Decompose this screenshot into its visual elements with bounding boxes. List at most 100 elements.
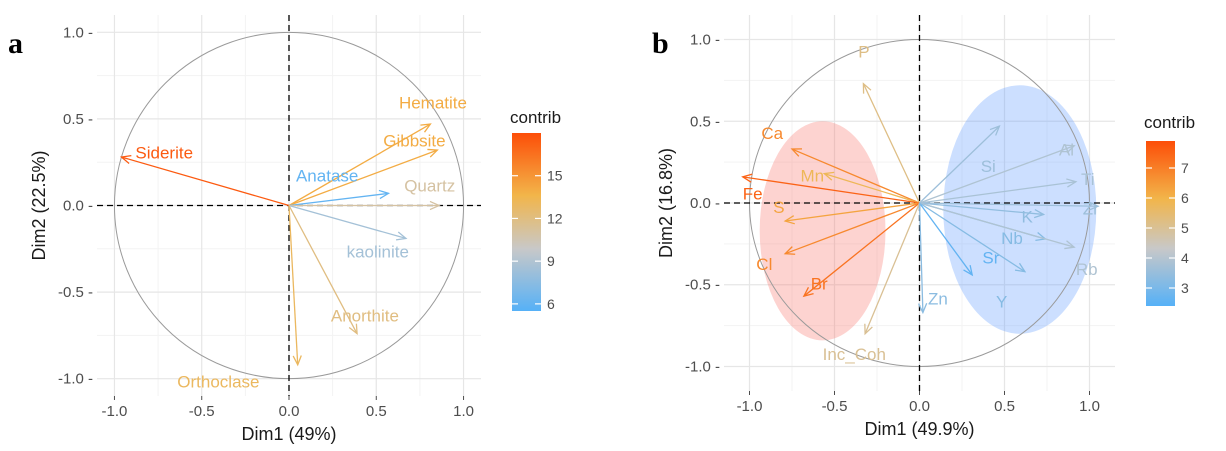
x-tick-label: -0.5 — [822, 398, 848, 415]
arrow-head — [1064, 240, 1076, 250]
arrow-head — [1088, 201, 1100, 211]
y-tick-label: -1.0 - — [685, 358, 720, 375]
y-tick-label: -1.0 - — [58, 371, 93, 388]
variable-arrow — [288, 205, 299, 365]
variable-label: Ca — [761, 124, 783, 143]
variable-arrow — [803, 202, 920, 297]
y-tick-label: 0.5 - — [690, 113, 720, 130]
arrow-head — [1066, 178, 1078, 188]
variable-arrow — [918, 202, 924, 313]
arrow-head — [1064, 144, 1076, 154]
variable-arrow — [742, 176, 920, 204]
y-tick-label: 1.0 - — [690, 32, 720, 49]
legend-colorbar — [512, 133, 541, 311]
variable-label: P — [858, 43, 869, 62]
group-ellipse — [759, 121, 886, 341]
legend-title: contrib — [1144, 113, 1195, 132]
arrow-head — [917, 303, 928, 315]
legend-tick-label: 6 — [1181, 190, 1189, 206]
legend-tick-label: 4 — [1181, 250, 1189, 266]
variable-arrow — [288, 192, 389, 207]
variable-label: Quartz — [404, 177, 455, 196]
variable-arrow — [121, 156, 290, 207]
variable-arrow — [919, 202, 1026, 273]
variable-label: Rb — [1076, 260, 1098, 279]
variable-arrow — [919, 202, 1044, 216]
arrow-head — [802, 286, 814, 298]
legend-tick-label: 9 — [547, 253, 555, 269]
legend-tick-label: 3 — [1181, 280, 1189, 296]
variable-label: Mn — [801, 167, 825, 186]
panel-a-chart: a Hematite Gibbsite Siderite Anatase Quartz k… — [8, 15, 563, 444]
x-axis-title: Dim1 (49.9%) — [864, 419, 974, 439]
variable-arrow — [919, 181, 1076, 204]
panel-b-label: b — [652, 27, 669, 60]
variable-arrow — [791, 148, 920, 204]
legend-colorbar — [1146, 141, 1175, 306]
y-tick-label: 0.0 - — [63, 198, 93, 215]
variable-label: Y — [996, 293, 1007, 312]
variable-label: Anatase — [296, 166, 358, 185]
x-tick-label: -1.0 — [737, 398, 763, 415]
y-axis-title: Dim2 (16.8%) — [656, 148, 676, 258]
x-axis-title: Dim1 (49%) — [241, 424, 336, 444]
variable-label: Nb — [1001, 229, 1023, 248]
arrow-head — [1033, 208, 1046, 219]
variable-arrow — [288, 205, 358, 334]
panel-b-chart: b P Ca Mn Fe S Cl Br Inc_Coh Si Al Ti K Zr Nb Rb Sr Y Zn -… — [652, 15, 1195, 439]
x-tick-label: 1.0 — [1079, 398, 1100, 415]
variable-label: Fe — [743, 185, 763, 204]
variable-label: Hematite — [399, 94, 467, 113]
arrow-head — [292, 355, 302, 367]
arrow-head — [348, 323, 358, 336]
legend-tick-label: 12 — [547, 210, 563, 226]
arrow-head — [963, 265, 974, 277]
arrow-head — [862, 82, 872, 94]
variable-arrow — [288, 123, 431, 207]
legend-title: contrib — [510, 108, 561, 127]
x-tick-label: -1.0 — [102, 403, 128, 420]
arrow-head — [790, 148, 803, 157]
y-tick-label: 0.0 - — [690, 195, 720, 212]
legend-tick-label: 15 — [547, 168, 563, 184]
variable-arrow — [919, 145, 1075, 204]
arrow-head — [1014, 262, 1027, 273]
arrow-head — [783, 246, 796, 255]
y-tick-label: -0.5 - — [58, 284, 93, 301]
x-tick-label: 0.0 — [279, 403, 300, 420]
arrow-head — [378, 189, 391, 200]
arrow-head — [427, 148, 439, 158]
arrow-head — [119, 154, 132, 164]
x-tick-label: 1.0 — [453, 403, 474, 420]
variable-arrow — [864, 202, 921, 335]
variable-label: kaolinite — [347, 242, 409, 261]
x-tick-label: 0.0 — [909, 398, 930, 415]
arrow-head — [822, 171, 835, 181]
y-tick-label: -0.5 - — [685, 277, 720, 294]
variable-label: Orthoclase — [177, 372, 259, 391]
variable-arrow — [288, 149, 438, 207]
variable-arrow — [919, 125, 1000, 204]
variable-label: Si — [981, 157, 996, 176]
variable-arrow — [862, 83, 921, 204]
legend-tick-label: 6 — [547, 296, 555, 312]
legend-tick-label: 5 — [1181, 220, 1189, 236]
y-axis-title: Dim2 (22.5%) — [29, 150, 49, 260]
variable-arrow — [919, 202, 1099, 207]
x-tick-label: -0.5 — [189, 403, 215, 420]
arrow-head — [395, 231, 408, 241]
arrow-head — [783, 215, 795, 225]
variable-arrow — [288, 204, 407, 240]
arrow-head — [429, 200, 441, 211]
variable-label: Zr — [1083, 199, 1099, 218]
variable-arrow — [919, 202, 1075, 248]
x-tick-label: 0.5 — [366, 403, 387, 420]
variable-arrow — [785, 202, 920, 222]
x-tick-label: 0.5 — [994, 398, 1015, 415]
variable-label: Sr — [982, 248, 999, 267]
group-ellipse — [943, 85, 1097, 334]
variable-label: Inc_Coh — [823, 345, 886, 364]
arrow-head — [420, 123, 432, 133]
variable-label: Anorthite — [331, 307, 399, 326]
